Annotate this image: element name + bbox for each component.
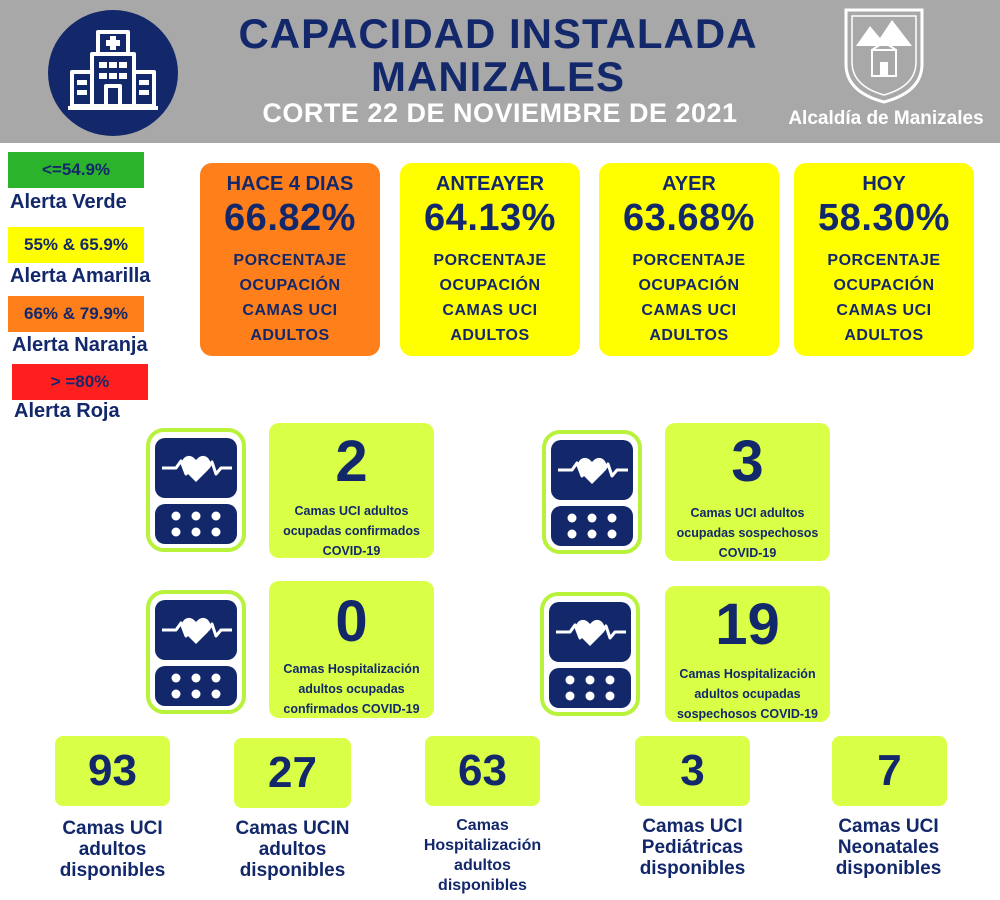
occupancy-period: HOY <box>862 173 906 195</box>
occupancy-card-4-days-ago: HACE 4 DIAS 66.82% PORCENTAJE OCUPACIÓN CA… <box>200 163 380 356</box>
legend-range-orange: 66% & 79.9% <box>8 296 144 332</box>
occupancy-card-yesterday: AYER 63.68% PORCENTAJE OCUPACIÓN CAMAS UCI… <box>599 163 779 356</box>
available-uci-adults-value: 93 <box>55 736 170 806</box>
page-title-line-1: CAPACIDAD INSTALADA <box>238 10 758 57</box>
legend-label-yellow: Alerta Amarilla <box>10 265 151 287</box>
stat-card-uci-suspected: 3 Camas UCI adultos ocupadas sospechosos C… <box>665 423 830 561</box>
stat-description: Camas Hospitalización adultos ocupadas con… <box>283 662 420 716</box>
stat-card-uci-confirmed: 2 Camas UCI adultos ocupadas confirmados C… <box>269 423 434 558</box>
occupancy-period: HACE 4 DIAS <box>226 173 354 195</box>
available-uci-neonatal-value: 7 <box>832 736 947 806</box>
occupancy-description: PORCENTAJE OCUPACIÓN CAMAS UCI ADULTOS <box>827 252 941 344</box>
stat-description: Camas Hospitalización adultos ocupadas sos… <box>676 667 818 721</box>
available-ucin-adults-value: 27 <box>234 738 351 808</box>
occupancy-card-today: HOY 58.30% PORCENTAJE OCUPACIÓN CAMAS UCI A… <box>794 163 974 356</box>
heart-monitor-icon <box>146 590 246 714</box>
occupancy-period: ANTEAYER <box>435 173 545 195</box>
page-title-line-2: MANIZALES <box>371 53 625 100</box>
legend-label-red: Alerta Roja <box>14 400 120 422</box>
available-uci-pediatric-value: 3 <box>635 736 750 806</box>
organization-name: Alcaldía de Manizales <box>788 108 984 129</box>
report-date: CORTE 22 DE NOVIEMBRE DE 2021 <box>262 98 738 128</box>
legend-range-green: <=54.9% <box>8 152 144 188</box>
stat-description: Camas UCI adultos ocupadas sospechosos COV… <box>676 506 819 560</box>
occupancy-card-day-before-yesterday: ANTEAYER 64.13% PORCENTAJE OCUPACIÓN CAMAS… <box>400 163 580 356</box>
legend-label-green: Alerta Verde <box>10 191 127 213</box>
legend-range-yellow: 55% & 65.9% <box>8 227 144 263</box>
stat-value: 19 <box>715 592 780 657</box>
manizales-coat-of-arms-icon <box>844 8 924 104</box>
occupancy-period: AYER <box>662 173 716 195</box>
stat-card-hosp-suspected: 19 Camas Hospitalización adultos ocupadas… <box>665 586 830 722</box>
available-uci-neonatal-label: Camas UCI Neonatales disponibles <box>835 816 942 879</box>
occupancy-value: 63.68% <box>623 197 755 239</box>
heart-monitor-icon <box>542 430 642 554</box>
occupancy-value: 66.82% <box>224 197 356 239</box>
stat-value: 3 <box>731 429 764 494</box>
available-ucin-adults-label: Camas UCIN adultos disponibles <box>235 818 350 881</box>
occupancy-description: PORCENTAJE OCUPACIÓN CAMAS UCI ADULTOS <box>433 252 547 344</box>
hospital-logo <box>48 10 178 136</box>
occupancy-description: PORCENTAJE OCUPACIÓN CAMAS UCI ADULTOS <box>632 252 746 344</box>
coat-of-arms <box>842 6 926 104</box>
occupancy-description: PORCENTAJE OCUPACIÓN CAMAS UCI ADULTOS <box>233 252 347 344</box>
heart-monitor-icon <box>146 428 246 552</box>
available-uci-adults-label: Camas UCI adultos disponibles <box>59 818 166 881</box>
stat-value: 2 <box>335 429 368 494</box>
legend-range-red: > =80% <box>12 364 148 400</box>
available-hospitalization-value: 63 <box>425 736 540 806</box>
legend-label-orange: Alerta Naranja <box>12 334 148 356</box>
stat-card-hosp-confirmed: 0 Camas Hospitalización adultos ocupadas c… <box>269 581 434 718</box>
hospital-building-icon <box>68 30 158 110</box>
available-uci-pediatric-label: Camas UCI Pediátricas disponibles <box>639 816 746 879</box>
available-hospitalization-label: Camas Hospitalización adultos disponibles <box>423 817 542 894</box>
stat-value: 0 <box>335 589 368 654</box>
occupancy-value: 64.13% <box>424 197 556 239</box>
heart-monitor-icon <box>540 592 640 716</box>
occupancy-value: 58.30% <box>818 197 950 239</box>
stat-description: Camas UCI adultos ocupadas confirmados COV… <box>283 504 420 558</box>
